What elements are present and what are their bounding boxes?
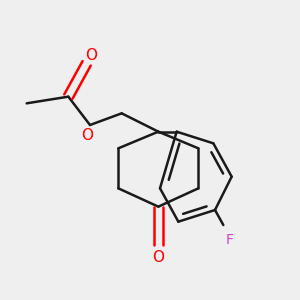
Text: F: F bbox=[226, 233, 234, 247]
Text: O: O bbox=[85, 49, 97, 64]
Text: O: O bbox=[81, 128, 93, 143]
Text: O: O bbox=[152, 250, 164, 265]
